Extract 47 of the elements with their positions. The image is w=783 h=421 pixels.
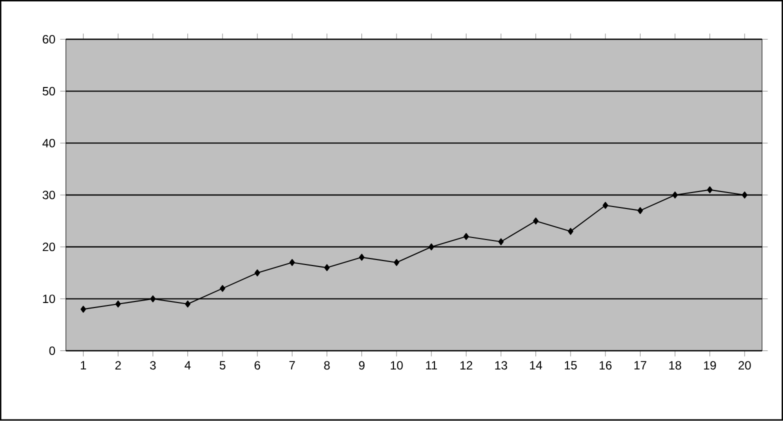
point [463, 233, 469, 240]
y-tick-label: 40 [42, 139, 56, 148]
point [80, 306, 86, 313]
x-tick-label: 18 [669, 361, 682, 370]
x-tick-label: 20 [738, 361, 751, 370]
x-tick-label: 6 [254, 361, 260, 370]
y-tick-label: 0 [49, 346, 56, 356]
x-tick-label: 9 [358, 361, 365, 370]
x-tick-label: 4 [184, 361, 191, 370]
point [324, 264, 330, 272]
point [533, 218, 539, 225]
point [672, 192, 678, 199]
point [150, 296, 156, 302]
x-tick-label: 17 [634, 361, 646, 370]
x-tick-label: 11 [426, 361, 437, 370]
point [184, 300, 190, 308]
x-tick-label: 3 [150, 361, 156, 370]
y-tick-label: 50 [42, 87, 56, 96]
point [602, 202, 608, 210]
x-tick-label: 7 [289, 361, 295, 370]
point [220, 285, 226, 292]
point [568, 228, 574, 235]
x-tick-label: 13 [495, 361, 508, 370]
y-tick-label: 30 [42, 190, 56, 200]
x-tick-label: 12 [460, 361, 472, 370]
point [428, 244, 434, 251]
x-tick-label: 14 [530, 361, 542, 370]
point [254, 270, 260, 277]
point [637, 207, 643, 214]
point [707, 186, 713, 194]
x-tick-label: 5 [220, 361, 226, 370]
x-tick-label: 15 [564, 361, 577, 370]
x-tick-label: 8 [324, 361, 330, 370]
x-tick-label: 19 [704, 361, 716, 370]
point [498, 238, 504, 246]
point [359, 254, 364, 261]
point [289, 259, 295, 266]
x-tick-label: 16 [600, 361, 612, 370]
y-tick-label: 10 [43, 294, 56, 304]
x-tick-label: 1 [80, 361, 86, 370]
x-tick-label: 2 [115, 361, 121, 370]
y-tick-label: 20 [42, 242, 56, 252]
x-tick-label: 10 [390, 361, 403, 370]
point [394, 259, 400, 266]
point [742, 192, 748, 199]
point [115, 300, 121, 308]
y-tick-label: 60 [42, 35, 56, 44]
